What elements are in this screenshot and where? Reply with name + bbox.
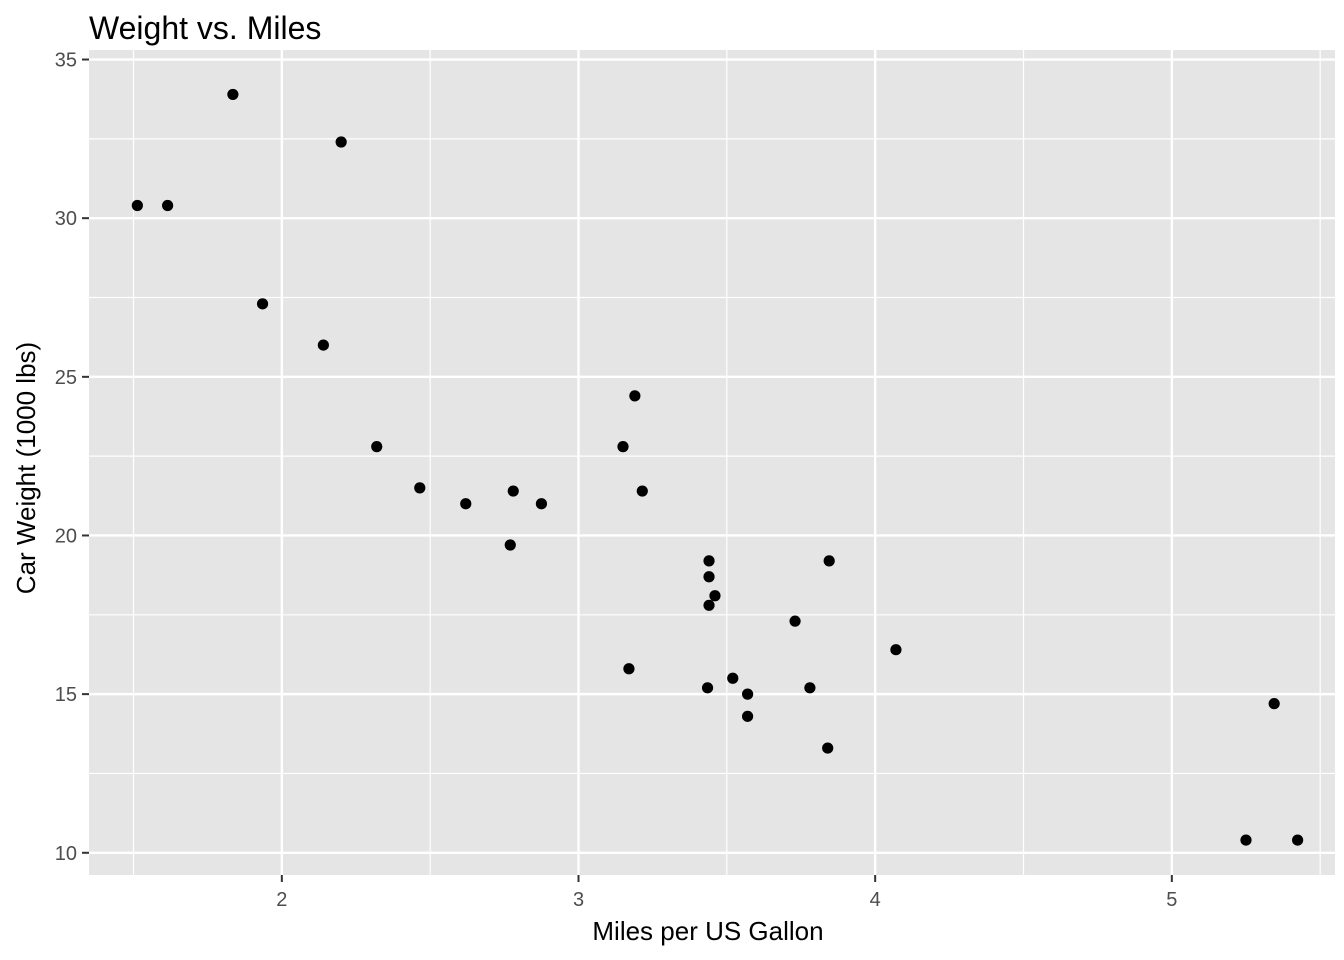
data-point [507,485,519,497]
data-point [742,688,754,700]
plot-panel [89,50,1335,875]
data-point [535,498,548,510]
data-point [504,539,516,551]
x-tick-label: 4 [870,889,881,911]
data-point [131,199,143,212]
x-axis: 2 3 4 5 [276,875,1177,911]
chart-title: Weight vs. Miles [89,10,321,46]
data-point [703,571,715,583]
data-point [335,136,347,148]
data-point [703,599,715,611]
data-point [317,339,329,351]
data-point [371,441,383,453]
data-point [789,615,801,627]
data-point [703,555,715,567]
data-point [1292,834,1304,846]
data-point [227,88,239,101]
x-axis-title: Miles per US Gallon [592,916,823,946]
data-point [460,498,472,510]
x-tick-label: 3 [573,889,584,911]
data-point [629,390,641,402]
y-tick-label: 20 [55,525,77,547]
data-point [822,742,834,754]
data-point [701,682,714,694]
data-point [1240,834,1252,846]
x-tick-label: 5 [1166,889,1177,911]
y-tick-label: 10 [55,843,77,865]
y-tick-label: 30 [55,208,77,230]
data-point [623,663,635,675]
data-point [804,682,816,694]
data-point [617,441,629,453]
y-tick-label: 35 [55,50,77,72]
data-point [162,199,174,212]
y-tick-label: 25 [55,367,77,389]
y-axis-title: Car Weight (1000 lbs) [11,342,41,594]
data-point [1268,698,1280,710]
data-point [890,644,902,656]
data-point [636,485,648,497]
data-point [823,555,835,567]
y-tick-label: 15 [55,684,77,706]
data-point [727,672,739,684]
y-axis: 10 15 20 25 30 35 [55,50,89,865]
minor-gridlines [89,50,1335,875]
x-tick-label: 2 [276,889,287,911]
data-point [709,590,721,602]
data-points [131,88,1304,846]
data-point [742,710,754,722]
major-gridlines [89,50,1335,875]
data-point [256,298,269,310]
data-point [414,482,426,494]
